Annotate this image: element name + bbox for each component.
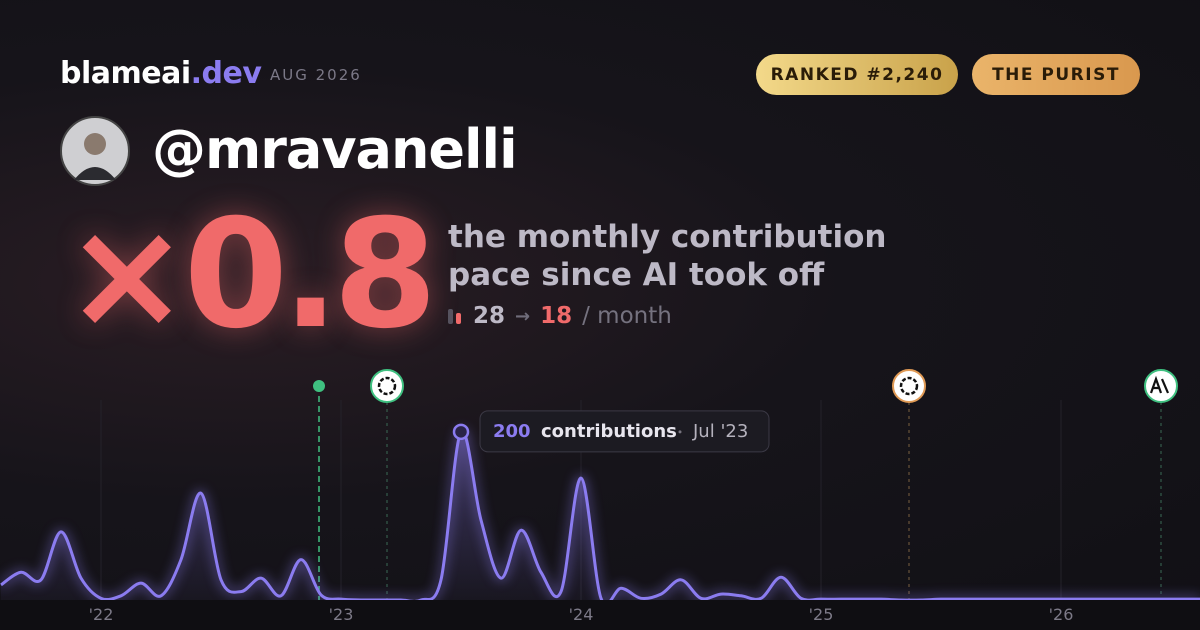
brand: blameai.dev: [60, 56, 262, 91]
event-icon: [370, 369, 404, 403]
events: [370, 369, 1178, 600]
tooltip-box: [479, 410, 770, 453]
tooltip-date: Jul '23: [692, 421, 748, 442]
brand-suffix: .dev: [190, 56, 262, 91]
title-badge: THE PURIST: [972, 54, 1140, 95]
stats-icon: [448, 309, 461, 324]
area: [1, 431, 1200, 600]
tooltip-unit: contributions: [541, 421, 677, 442]
multiplier: ×0.8: [64, 188, 437, 362]
event-icon: [892, 369, 926, 403]
before-value: 28: [473, 303, 506, 329]
rank-badge: RANKED #2,240: [756, 54, 958, 95]
unit: / month: [582, 303, 672, 329]
x-tick-label: '26: [1049, 605, 1074, 624]
stats: 28 → 18 / month: [447, 303, 672, 329]
date: AUG 2026: [270, 66, 362, 84]
highlight-point: [452, 423, 470, 441]
username: @mravanelli: [152, 118, 518, 181]
axis-strip: [0, 600, 1200, 630]
x-tick-label: '24: [569, 605, 594, 624]
x-tick-label: '25: [809, 605, 834, 624]
after-value: 18: [540, 303, 573, 329]
description: pace since AI took off: [448, 257, 825, 293]
brand-name: blameai: [60, 56, 191, 91]
x-tick-label: '23: [329, 605, 354, 624]
tooltip-sep: [678, 430, 682, 434]
tooltip-value: 200: [493, 421, 531, 442]
line: [0, 429, 1200, 600]
x-tick-label: '22: [89, 605, 114, 624]
description: the monthly contribution: [448, 219, 887, 255]
arrow: →: [515, 305, 531, 327]
event-dot: [313, 380, 325, 392]
avatar: [60, 116, 130, 186]
event-icon: [1144, 369, 1178, 403]
series: [0, 429, 1200, 600]
